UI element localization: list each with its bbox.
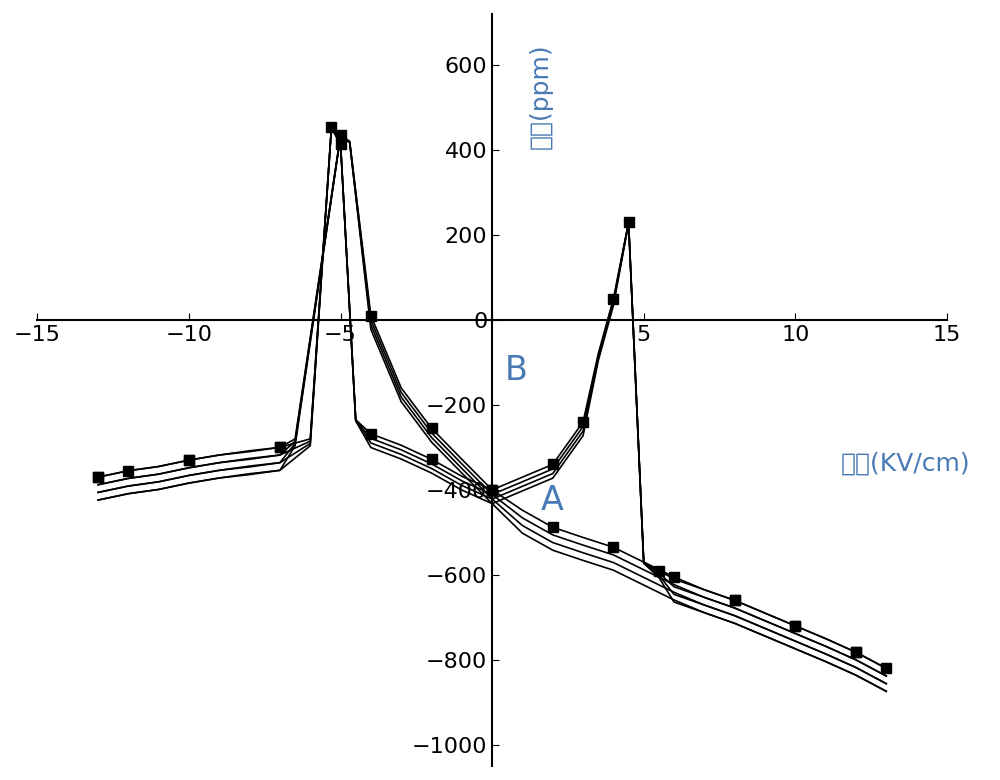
Text: A: A [541, 484, 564, 517]
Text: 应变(ppm): 应变(ppm) [529, 44, 553, 149]
Text: B: B [504, 353, 527, 387]
Text: 电压(KV/cm): 电压(KV/cm) [841, 452, 970, 476]
